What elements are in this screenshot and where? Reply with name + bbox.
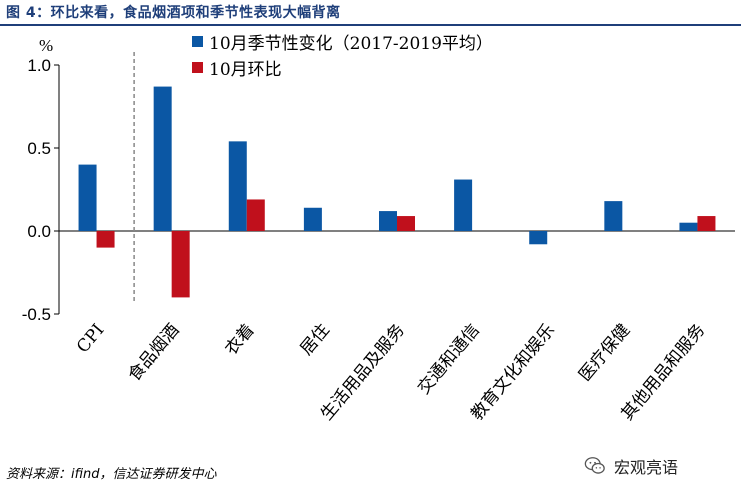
bar-seasonal <box>679 222 698 231</box>
wechat-icon <box>584 457 605 474</box>
y-axis-unit: % <box>39 36 54 55</box>
bar-seasonal <box>153 86 172 231</box>
watermark-text: 宏观亮语 <box>614 458 679 477</box>
bar-seasonal <box>604 201 623 231</box>
legend-item-mom: 10月环比 <box>192 54 493 80</box>
watermark: 宏观亮语 <box>584 454 678 478</box>
x-tick-label: 食品烟酒 <box>124 320 183 385</box>
y-tick-label: -0.5 <box>22 305 51 324</box>
bar-mom <box>171 231 190 298</box>
legend: 10月季节性变化（2017-2019平均） 10月环比 <box>192 28 493 80</box>
y-tick-label: 1.0 <box>27 56 51 75</box>
y-tick-label: 0.5 <box>27 139 51 158</box>
legend-label-mom: 10月环比 <box>209 59 282 80</box>
bar-mom <box>96 231 115 248</box>
bar-mom <box>246 199 265 231</box>
x-tick-label: 居住 <box>297 320 334 359</box>
title-divider <box>0 24 741 26</box>
bar-seasonal <box>529 231 548 245</box>
bar-seasonal <box>379 211 397 231</box>
legend-swatch-mom <box>192 61 203 73</box>
bar-mom <box>397 216 415 231</box>
bar-seasonal <box>78 164 97 231</box>
x-tick-label: 衣着 <box>221 320 258 359</box>
x-tick-label: CPI <box>73 320 108 357</box>
bar-mom <box>697 216 716 231</box>
source-note: 资料来源：ifind，信达证券研发中心 <box>6 467 217 482</box>
bar-seasonal <box>303 207 322 231</box>
y-tick-label: 0.0 <box>27 222 51 241</box>
x-tick-label: 医疗保健 <box>575 320 634 385</box>
legend-item-seasonal: 10月季节性变化（2017-2019平均） <box>192 28 493 54</box>
x-tick-label: 交通和通信 <box>414 320 484 398</box>
legend-swatch-seasonal <box>192 35 203 47</box>
bar-seasonal <box>454 179 473 231</box>
bar-seasonal <box>228 141 247 231</box>
figure-title: 图 4：环比来看，食品烟酒项和季节性表现大幅背离 <box>6 5 341 21</box>
legend-label-seasonal: 10月季节性变化（2017-2019平均） <box>209 33 493 54</box>
